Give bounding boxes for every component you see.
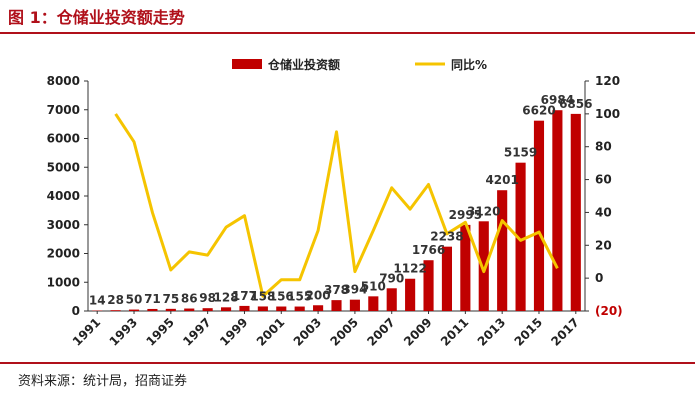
bar xyxy=(552,110,563,312)
bar-data-label: 200 xyxy=(306,288,331,302)
bar xyxy=(313,305,324,311)
bar xyxy=(276,306,287,311)
bar xyxy=(349,299,360,311)
y-left-tick-label: 2000 xyxy=(47,247,80,261)
bar-data-label: 86 xyxy=(181,292,198,306)
y-left-tick-label: 6000 xyxy=(47,132,80,146)
bar-data-label: 394 xyxy=(342,283,367,297)
bar xyxy=(331,300,342,311)
y-left-tick-label: 4000 xyxy=(47,189,80,203)
bar-data-label: 1766 xyxy=(412,243,445,257)
bar xyxy=(202,308,213,311)
x-tick-label: 1991 xyxy=(70,315,104,349)
y-right-tick-label: (20) xyxy=(595,304,623,318)
bar xyxy=(147,308,158,311)
bar xyxy=(570,113,581,311)
y-left-tick-label: 8000 xyxy=(47,74,80,88)
bar xyxy=(128,309,140,311)
y-right-tick-label: 120 xyxy=(595,74,620,88)
bar-data-label: 510 xyxy=(361,279,386,293)
bar-data-label: 6984 xyxy=(541,93,574,107)
bar-data-label: 378 xyxy=(324,283,349,297)
y-right-tick-label: 40 xyxy=(595,205,612,219)
y-left-tick-label: 7000 xyxy=(47,103,80,117)
bar xyxy=(478,221,489,311)
source-rule xyxy=(0,362,695,364)
bar xyxy=(386,288,397,311)
legend-label-bar: 仓储业投资额 xyxy=(267,57,340,72)
bar xyxy=(405,278,416,311)
y-left-tick-label: 3000 xyxy=(47,218,80,232)
x-tick-label: 1999 xyxy=(217,315,251,349)
bar-data-label: 2238 xyxy=(430,230,463,244)
x-tick-label: 2011 xyxy=(438,315,472,349)
bar-data-label: 6856 xyxy=(559,97,592,111)
bar xyxy=(441,246,453,311)
x-tick-label: 2013 xyxy=(475,315,509,349)
bar-data-label: 790 xyxy=(379,271,404,285)
x-tick-label: 1997 xyxy=(180,315,214,349)
title-rule xyxy=(0,32,695,34)
bar xyxy=(497,190,508,311)
x-tick-label: 2009 xyxy=(401,315,435,349)
bar xyxy=(239,305,250,311)
bar-data-label: 2995 xyxy=(449,208,482,222)
y-left-tick-label: 0 xyxy=(72,304,80,318)
bar-data-label: 158 xyxy=(250,289,275,303)
bar-data-label: 98 xyxy=(199,291,216,305)
x-tick-label: 2015 xyxy=(512,315,546,349)
bar-data-label: 156 xyxy=(269,290,294,304)
y-right-tick-label: 60 xyxy=(595,173,612,187)
figure-title: 图 1：仓储业投资额走势 xyxy=(8,8,185,27)
legend-label-line: 同比% xyxy=(451,57,487,72)
y-left-tick-label: 5000 xyxy=(47,160,80,174)
bar xyxy=(184,308,195,311)
y-left-tick-label: 1000 xyxy=(47,275,80,289)
x-tick-label: 2003 xyxy=(291,315,325,349)
bar xyxy=(110,310,121,311)
bar-data-label: 5159 xyxy=(504,146,537,160)
bar-data-label: 14 xyxy=(89,294,106,308)
bar-data-label: 128 xyxy=(214,290,239,304)
bar xyxy=(220,307,232,311)
x-tick-label: 2007 xyxy=(364,315,398,349)
bar-data-label: 3120 xyxy=(467,204,500,218)
bar-data-label: 28 xyxy=(107,293,124,307)
bar xyxy=(423,260,434,311)
bar-data-label: 1122 xyxy=(393,262,426,276)
bar xyxy=(294,306,305,311)
bar xyxy=(368,296,379,311)
legend-swatch-bar xyxy=(232,59,262,69)
y-right-tick-label: 100 xyxy=(595,107,620,121)
bar-data-label: 75 xyxy=(162,292,179,306)
x-tick-label: 1995 xyxy=(143,315,177,349)
bar-data-label: 71 xyxy=(144,292,161,306)
bar xyxy=(460,224,471,311)
y-right-tick-label: 20 xyxy=(595,238,612,252)
y-right-tick-label: 0 xyxy=(595,271,603,285)
bar-data-label: 177 xyxy=(232,289,257,303)
bar xyxy=(165,308,176,311)
bar xyxy=(515,162,526,311)
source-note: 资料来源：统计局，招商证券 xyxy=(18,374,188,389)
bar-data-label: 6620 xyxy=(522,104,555,118)
bar xyxy=(533,120,545,311)
x-tick-label: 2001 xyxy=(254,315,288,349)
x-tick-label: 2017 xyxy=(548,315,582,349)
bar-data-label: 50 xyxy=(126,293,143,307)
y-right-tick-label: 80 xyxy=(595,140,612,154)
yoy-growth-line xyxy=(114,113,559,298)
bar-data-label: 155 xyxy=(287,290,312,304)
investment-chart: 0 1000 2000 3000 4000 5000 6000 7000 8000 (20) 0 20… xyxy=(47,57,623,349)
x-tick-label: 2005 xyxy=(328,315,362,349)
bar-data-label: 4201 xyxy=(485,173,518,187)
bar xyxy=(257,306,268,311)
x-tick-label: 1993 xyxy=(107,315,141,349)
